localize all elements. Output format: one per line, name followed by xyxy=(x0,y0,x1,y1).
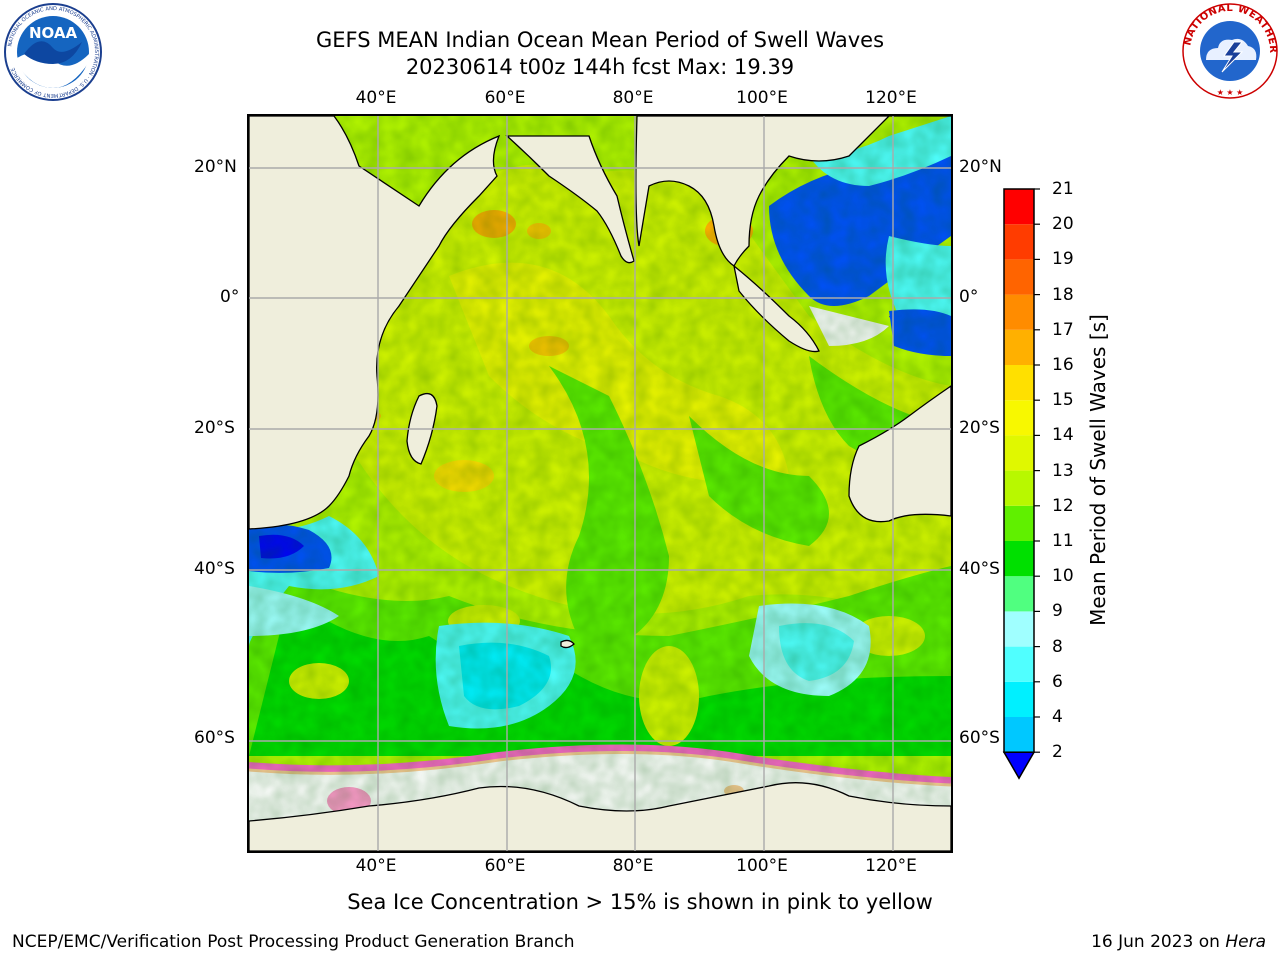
lat-label-left: 0° xyxy=(220,287,240,307)
gridlines xyxy=(249,116,951,851)
lat-label-left: 40°S xyxy=(194,559,235,579)
colorbar-segment xyxy=(1004,541,1034,577)
colorbar-segment xyxy=(1004,646,1034,682)
colorbar-tick-label: 9 xyxy=(1052,601,1063,622)
antarctica-land xyxy=(249,782,951,851)
lat-label-right: 20°N xyxy=(959,157,1002,177)
colorbar-segment xyxy=(1004,611,1034,647)
colorbar-tick-label: 2 xyxy=(1052,742,1063,763)
lon-label-top: 100°E xyxy=(736,88,788,108)
lon-label-top: 120°E xyxy=(865,88,917,108)
footer-date: 16 Jun 2023 on Hera xyxy=(1091,932,1266,952)
colorbar-segment xyxy=(1004,294,1034,330)
colorbar-tick-label: 6 xyxy=(1052,671,1063,692)
colorbar-tick-label: 10 xyxy=(1052,566,1074,587)
colorbar-tick-label: 14 xyxy=(1052,425,1074,446)
sea-ice-caption: Sea Ice Concentration > 15% is shown in … xyxy=(347,890,933,914)
colorbar-tick-label: 4 xyxy=(1052,707,1063,727)
colorbar-segment xyxy=(1004,400,1034,436)
lon-label-bottom: 100°E xyxy=(736,856,788,876)
nws-logo: NATIONAL WEATHER SERVICE ★ ★ ★ xyxy=(1180,2,1278,99)
colorbar-tick-label: 16 xyxy=(1052,355,1074,375)
footer-host: Hera xyxy=(1225,932,1266,952)
lon-label-top: 60°E xyxy=(484,88,526,108)
noaa-logo-text: NOAA xyxy=(29,24,78,42)
colorbar-tick-label: 11 xyxy=(1052,531,1074,551)
colorbar-segment xyxy=(1004,470,1034,506)
lon-label-bottom: 80°E xyxy=(612,856,654,876)
chart-title: GEFS MEAN Indian Ocean Mean Period of Sw… xyxy=(315,28,885,52)
lat-label-right: 60°S xyxy=(959,728,1000,748)
colorbar-tick-label: 17 xyxy=(1052,319,1074,340)
noaa-logo: NOAA NATIONAL OCEANIC AND ATMOSPHERIC AD… xyxy=(4,3,102,101)
colorbar-segment xyxy=(1004,435,1034,471)
africa-land xyxy=(249,116,501,530)
lon-label-top: 80°E xyxy=(612,88,654,108)
lat-label-right: 40°S xyxy=(959,559,1000,579)
australia-land xyxy=(848,385,951,523)
lon-label-bottom: 120°E xyxy=(865,856,917,876)
colorbar-segment xyxy=(1004,717,1034,753)
footer-date-text: 16 Jun 2023 on xyxy=(1091,932,1226,952)
colorbar-tick-label: 13 xyxy=(1052,460,1074,481)
lon-label-bottom: 40°E xyxy=(355,856,397,876)
colorbar-tick-label: 15 xyxy=(1052,390,1074,411)
lat-label-left: 20°N xyxy=(194,157,237,177)
colorbar-tick-label: 18 xyxy=(1052,284,1074,305)
chart-subtitle: 20230614 t00z 144h fcst Max: 19.39 xyxy=(405,55,795,79)
lon-label-top: 40°E xyxy=(355,88,397,108)
colorbar-segment xyxy=(1004,259,1034,295)
lat-label-right: 0° xyxy=(959,287,979,307)
lat-label-left: 20°S xyxy=(194,418,235,438)
colorbar-tick-label: 8 xyxy=(1052,636,1063,657)
map-panel xyxy=(247,114,953,853)
colorbar-extend-triangle xyxy=(1002,751,1036,780)
colorbar-segment xyxy=(1004,576,1034,612)
footer-credit: NCEP/EMC/Verification Post Processing Pr… xyxy=(12,932,575,952)
colorbar-tick-label: 12 xyxy=(1052,495,1074,516)
colorbar xyxy=(1002,188,1040,780)
colorbar-title: Mean Period of Swell Waves [s] xyxy=(1086,314,1110,626)
colorbar-segment xyxy=(1004,224,1034,260)
colorbar-tick-label: 21 xyxy=(1052,179,1074,199)
india-land xyxy=(505,135,635,264)
colorbar-tick-label: 19 xyxy=(1052,249,1074,270)
lat-label-left: 60°S xyxy=(194,728,235,748)
colorbar-segment xyxy=(1004,365,1034,401)
land-masses xyxy=(249,116,951,851)
kerguelen-land xyxy=(560,639,575,649)
lat-label-right: 20°S xyxy=(959,418,1000,438)
svg-text:★ ★ ★: ★ ★ ★ xyxy=(1217,88,1244,97)
colorbar-segment xyxy=(1004,505,1034,541)
colorbar-segment xyxy=(1004,189,1034,225)
colorbar-segment xyxy=(1004,329,1034,365)
swell-period-map xyxy=(249,116,951,851)
lon-label-bottom: 60°E xyxy=(484,856,526,876)
colorbar-segment xyxy=(1004,681,1034,717)
colorbar-tick-label: 20 xyxy=(1052,214,1074,235)
